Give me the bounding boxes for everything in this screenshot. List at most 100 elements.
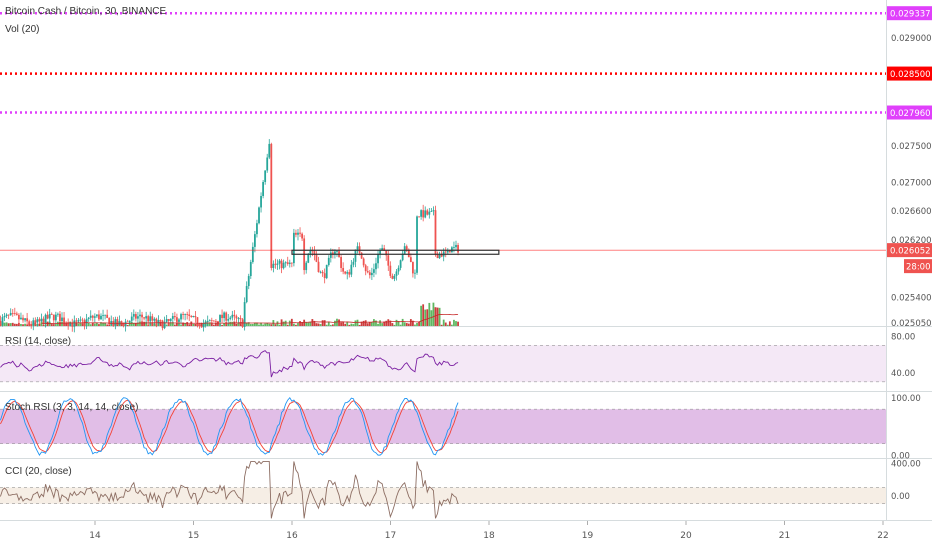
volume-bar [354, 320, 357, 326]
candle-body [373, 269, 375, 273]
candle-body [409, 257, 412, 263]
volume-bar [169, 322, 172, 326]
price-tick-label: 0.029000 [891, 34, 932, 44]
candle-body [1, 317, 4, 325]
volume-bar [430, 310, 433, 326]
candle-body [200, 325, 203, 328]
candle-body [0, 320, 2, 325]
volume-bar [444, 322, 447, 326]
volume-bar [292, 323, 295, 326]
candle-body [375, 263, 377, 270]
volume-bar [416, 322, 418, 326]
candle-body [106, 314, 109, 318]
volume-bar [59, 321, 61, 326]
volume-bar [141, 321, 143, 326]
volume-bar [190, 321, 193, 326]
volume-bar [48, 321, 51, 326]
volume-bar [15, 323, 18, 326]
volume-bar [22, 324, 24, 326]
candle-body [157, 320, 160, 324]
volume-bar [346, 321, 349, 326]
candle-body [399, 260, 402, 268]
volume-bar [280, 319, 283, 326]
volume-bar [194, 323, 197, 326]
candle-body [69, 322, 72, 326]
candle-body [418, 216, 420, 218]
volume-bar [440, 324, 443, 326]
candle-body [114, 319, 117, 326]
candle-body [329, 252, 332, 258]
volume-bar [422, 304, 425, 326]
candle-body [102, 315, 104, 316]
candle-body [7, 314, 10, 316]
support-rectangle [291, 249, 500, 255]
volume-bar [364, 320, 367, 326]
volume-bar [305, 322, 308, 326]
candle-body [453, 247, 455, 248]
candle-body [40, 318, 43, 322]
volume-bar [153, 323, 156, 326]
candle-body [206, 321, 209, 323]
volume-bar [223, 323, 226, 326]
candle-body [227, 318, 230, 321]
cci-line [0, 460, 459, 519]
volume-bar [434, 307, 437, 326]
candle-body [336, 251, 338, 252]
rsi-line [0, 350, 459, 378]
stoch-tick-label: 100.00 [891, 394, 921, 404]
candle-body [422, 210, 425, 218]
volume-bar [184, 323, 187, 326]
candle-body [243, 302, 246, 327]
candle-body [350, 264, 353, 275]
volume-bar [171, 322, 174, 326]
volume-bar [186, 322, 189, 326]
candle-body [67, 322, 70, 326]
candle-body [217, 321, 219, 323]
candle-body [317, 261, 320, 272]
candle-body [457, 244, 459, 253]
volume-bar [313, 320, 316, 326]
candle-body [262, 181, 265, 196]
candle-body [13, 313, 16, 314]
price-level-label-1: 0.029337 [890, 10, 931, 20]
volume-bar [368, 322, 371, 326]
cci-legend: CCI (20, close) [5, 466, 72, 477]
rsi-band [0, 345, 886, 382]
candle-body [397, 267, 400, 272]
candle-body [426, 210, 429, 215]
volume-bar [389, 320, 392, 326]
candle-body [141, 314, 143, 318]
candle-body [34, 320, 37, 323]
candle-body [147, 316, 150, 322]
countdown-label: 28:00 [906, 263, 931, 273]
candle-body [50, 314, 53, 315]
candle-body [430, 211, 433, 212]
volume-bar [116, 324, 119, 326]
candle-body [198, 324, 201, 326]
price-tick-label: 0.025050 [891, 319, 932, 329]
candle-body [30, 324, 33, 326]
volume-bar [50, 324, 53, 326]
volume-bar [212, 324, 215, 326]
candle-body [81, 319, 84, 321]
candle-body [305, 262, 308, 271]
candle-body [219, 314, 221, 323]
candle-body [171, 316, 174, 319]
volume-bar [373, 319, 375, 326]
volume-bar [323, 320, 326, 326]
time-tick-label: 21 [779, 531, 790, 541]
candle-body [446, 250, 449, 253]
candle-body [389, 265, 392, 276]
candle-body [108, 317, 111, 325]
volume-bar [319, 324, 322, 326]
candle-body [28, 321, 31, 325]
volume-bar [40, 321, 43, 326]
candle-body [89, 315, 92, 318]
volume-bar [108, 324, 111, 326]
candle-body [428, 211, 431, 215]
volume-bar [397, 321, 400, 326]
volume-bar [38, 323, 41, 326]
volume-bar [137, 322, 139, 326]
